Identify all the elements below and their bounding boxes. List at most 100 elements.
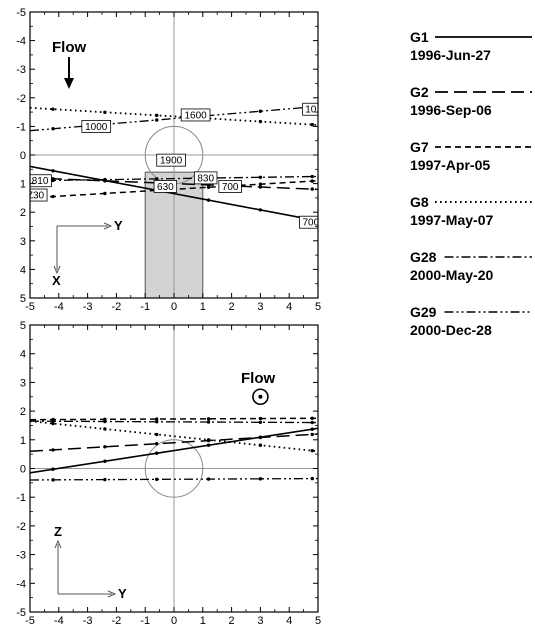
flow-annotation: Flow [241,370,275,387]
point-label: 700 [222,182,239,193]
point-label-box [218,180,242,193]
legend-item-g8: G8 1997-May-07 [410,194,532,228]
series-g28-point [51,419,55,423]
x-tick-label: -2 [112,615,122,627]
series-g28-point [258,420,263,424]
z-direction-label: Z [54,524,62,539]
series-g7-point [51,194,55,199]
series-g8-point [310,122,314,127]
point-label: 830 [197,173,214,184]
x-tick-label: -1 [140,615,150,627]
point-label: 10 [305,105,317,116]
x-tick-label: -5 [25,615,35,627]
series-g29-point [258,109,263,113]
series-g2-point [310,187,314,191]
series-g2-point [310,432,314,437]
legend-series-date: 1996-Jun-27 [410,47,491,63]
series-g1-line [30,165,318,222]
point-label-box [299,215,318,229]
x-tick-label: -4 [54,301,64,313]
x-tick-label: -5 [25,301,35,313]
legend-series-name: G8 [410,194,429,210]
flow-out-of-page-dot [258,394,263,399]
point-label: 810 [32,176,49,187]
series-g1-point [310,427,314,431]
series-g8-point [310,448,314,453]
y-tick-label: -1 [16,492,26,504]
series-g28-line [30,175,318,182]
series-g29-line [30,105,318,132]
series-g29-point [103,477,107,482]
series-g7-point [258,416,263,421]
legend-series-date: 1997-May-07 [410,212,493,228]
legend-series-date: 2000-May-20 [410,267,493,283]
series-g7-point [310,416,314,421]
point-label: 630 [157,182,174,193]
series-g2-point [155,442,159,446]
legend-series-name: G28 [410,249,437,265]
series-g8-point [155,432,159,437]
x-tick-label: 5 [315,615,321,627]
plot-area [30,325,318,612]
y-tick-label: -1 [16,121,26,133]
series-g1-point [155,451,159,455]
series-g28-point [206,420,211,424]
x-tick-label: 0 [171,301,177,313]
x-tick-label: 1 [200,301,206,313]
y-tick-label: 4 [20,349,26,361]
series-g28-point [51,178,55,183]
series-g8-point [258,443,263,447]
y-tick-label: -5 [16,7,26,19]
series-g28-point [155,177,159,181]
series-g7-point [206,417,211,421]
point-label-box [302,102,318,116]
point-label: 730 [27,191,44,202]
point-label-box [153,180,178,193]
series-g29-point [51,478,55,482]
point-label: 1600 [184,110,207,121]
legend-series-name: G1 [410,29,429,45]
legend-item-g1: G1 1996-Jun-27 [410,29,532,63]
series-g1-line [30,427,318,474]
y-tick-label: -3 [16,64,26,76]
series-g1-point [206,198,211,202]
y-tick-label: 1 [20,179,26,191]
series-g29-point [206,477,211,481]
x-tick-label: 1 [200,615,206,627]
series-g1-point [51,467,55,471]
x-tick-label: 3 [257,615,263,627]
series-g28-point [258,175,263,180]
series-g2-line [30,433,318,453]
series-g29-point [155,118,159,122]
series-g29-point [258,477,263,481]
x-tick-label: 4 [286,615,292,627]
point-label-box [30,174,52,188]
y-tick-label: -5 [16,607,26,619]
y-tick-label: -4 [16,36,26,48]
flow-out-of-page-icon [252,388,269,406]
x-tick-label: 5 [315,301,321,313]
series-g2-point [258,185,263,189]
series-g28-point [155,420,159,424]
flow-annotation: Flow [52,39,86,56]
series-g29-point [51,127,55,131]
x-direction-arrow-head [53,265,61,275]
point-label: 1000 [85,122,108,133]
x-tick-label: 2 [229,615,235,627]
x-tick-label: 3 [257,301,263,313]
series-g28-point [310,174,314,179]
legend-series-date: 1996-Sep-06 [410,102,492,118]
point-label-box [81,120,112,133]
bottom-plot-panel: -5 -4 -3 -2 -1 0 1 2 3 4 5 -5 -4 -3 -2 -1 0 1 2 3 4 5 Flow Y Z [16,320,321,627]
y-tick-label: 0 [20,150,26,162]
series-g28-line [30,420,318,424]
series-g7-point [206,185,211,189]
series-g8-point [258,119,263,124]
series-g7-point [103,191,107,196]
y-tick-label: 5 [20,293,26,305]
y-tick-label: 4 [20,264,26,276]
z-direction-arrow-head [54,539,62,549]
series-g7-line [30,417,318,421]
plot-area: 1000 1600 10 1900 810 830 700 630 730 700 [27,12,318,298]
